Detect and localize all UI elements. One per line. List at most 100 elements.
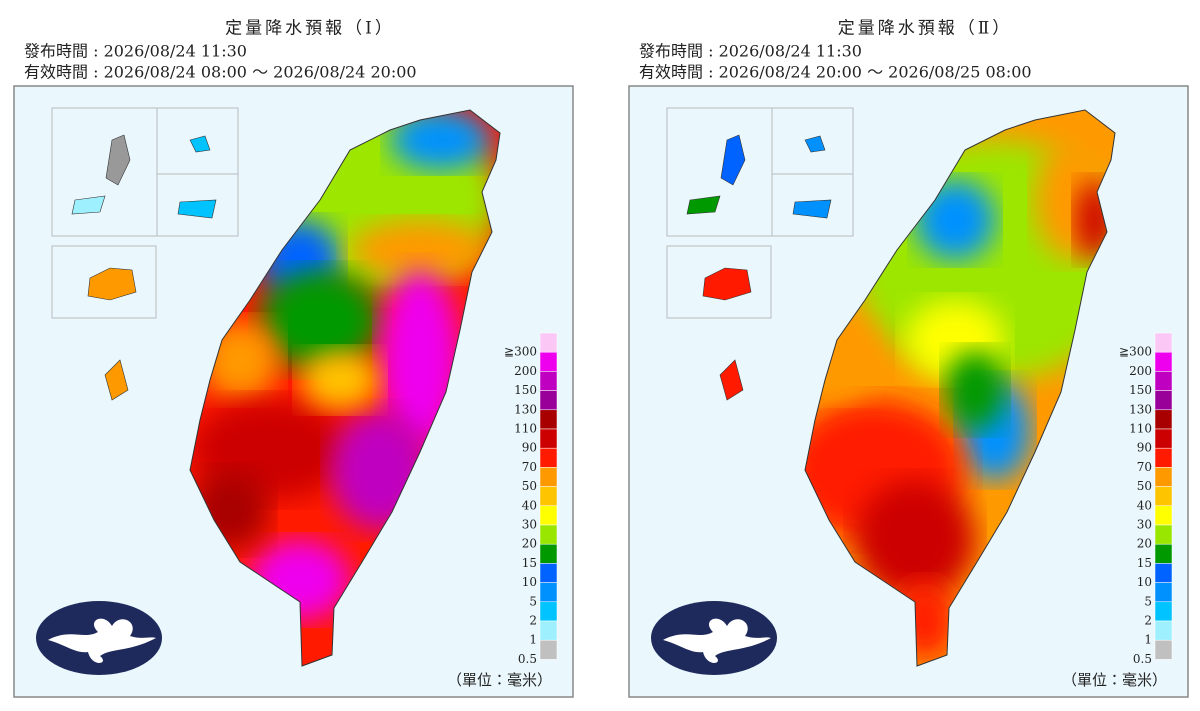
legend-swatch (539, 524, 558, 545)
legend-swatch (1154, 409, 1173, 430)
legend-label: 20 (522, 537, 537, 551)
legend-swatch (539, 371, 558, 391)
island (87, 267, 137, 301)
legend-label: 2 (529, 614, 537, 628)
legend-swatch (539, 620, 558, 641)
island (702, 267, 752, 301)
legend-label: 50 (522, 479, 537, 493)
legend-swatch (1154, 524, 1173, 545)
legend-swatch (1154, 505, 1173, 526)
legend-label: 5 (529, 594, 537, 608)
legend-label: 40 (522, 498, 537, 512)
island (686, 195, 721, 215)
rain-area (300, 350, 380, 410)
panel-title: 定量降水預報（Ⅰ） (225, 19, 395, 39)
legend-swatch (1154, 351, 1173, 372)
legend-swatch (539, 582, 558, 603)
legend-label: 15 (1137, 556, 1152, 570)
legend-swatch (539, 543, 558, 564)
rain-area (855, 480, 975, 600)
island (804, 135, 826, 153)
rain-area (350, 220, 490, 280)
legend-label: 70 (1137, 460, 1152, 474)
island (71, 195, 106, 215)
rain-area (260, 270, 380, 370)
taiwan-outline (189, 109, 501, 667)
legend-swatch (539, 563, 558, 583)
issue-time: 發布時間 : 2026/08/24 11:30 (639, 42, 862, 61)
legend-swatch (539, 601, 558, 622)
panel-title: 定量降水預報（Ⅱ） (838, 19, 1013, 39)
legend-swatch (1154, 620, 1173, 641)
legend-label: 0.5 (1133, 652, 1152, 666)
legend-swatch (1154, 371, 1173, 391)
legend-label: 10 (1137, 575, 1152, 589)
legend-label: ≧300 (504, 345, 537, 359)
map-panel: 定量降水預報（Ⅰ） 發布時間 : 2026/08/24 11:30 有效時間 : 2… (13, 19, 574, 698)
legend-label: 150 (514, 383, 537, 397)
legend-swatch (539, 447, 558, 468)
legend-label: 130 (1129, 402, 1152, 416)
island (189, 135, 211, 153)
valid-time: 有效時間 : 2026/08/24 20:00 ～ 2026/08/25 08:… (639, 63, 1032, 82)
island (792, 199, 832, 219)
legend-swatch (539, 428, 558, 449)
legend-label: 5 (1144, 594, 1152, 608)
legend-swatch (1154, 601, 1173, 622)
legend-label: 110 (514, 422, 537, 436)
rain-area (945, 350, 1005, 430)
inset-box (51, 245, 157, 319)
legend-label: 10 (522, 575, 537, 589)
island (104, 359, 129, 401)
legend-label: 130 (514, 402, 537, 416)
legend-label: 15 (522, 556, 537, 570)
logo-swirl (663, 618, 771, 663)
legend-label: 1 (1144, 633, 1152, 647)
legend-label: 90 (522, 441, 537, 455)
legend-swatch (539, 639, 558, 660)
legend-swatch (1154, 563, 1173, 583)
legend-label: 2 (1144, 614, 1152, 628)
island (720, 134, 746, 186)
legend-swatch (1154, 486, 1173, 507)
map-panel: 定量降水預報（Ⅱ） 發布時間 : 2026/08/24 11:30 有效時間 : 2… (628, 19, 1189, 698)
island (105, 134, 131, 186)
legend-label: 30 (522, 518, 537, 532)
legend-swatch (539, 505, 558, 526)
inset-box (771, 173, 854, 237)
legend-swatch (539, 486, 558, 507)
legend-label: 1 (529, 633, 537, 647)
legend-label: 90 (1137, 441, 1152, 455)
legend-label: 70 (522, 460, 537, 474)
legend-label: 200 (1129, 364, 1152, 378)
inset-box (666, 245, 772, 319)
legend-swatch (1154, 447, 1173, 468)
legend-swatch (1154, 390, 1173, 411)
legend-swatch (539, 409, 558, 430)
valid-time: 有效時間 : 2026/08/24 08:00 ～ 2026/08/24 20:… (24, 63, 417, 82)
rain-area (390, 110, 490, 170)
legend-label: 110 (1129, 422, 1152, 436)
logo-swirl (48, 618, 156, 663)
legend-swatch (1154, 543, 1173, 564)
legend-label: 50 (1137, 479, 1152, 493)
legend-swatch (539, 351, 558, 372)
legend-label: 20 (1137, 537, 1152, 551)
issue-time: 發布時間 : 2026/08/24 11:30 (24, 42, 247, 61)
inset-box (156, 173, 239, 237)
legend-swatch (539, 467, 558, 487)
legend-label: 40 (1137, 498, 1152, 512)
legend-swatch (539, 390, 558, 411)
legend-swatch (1154, 582, 1173, 603)
legend-label: 150 (1129, 383, 1152, 397)
legend-label: 0.5 (518, 652, 537, 666)
unit-label: （單位：毫米） (1062, 671, 1167, 689)
legend-swatch (539, 332, 558, 353)
legend-label: 200 (514, 364, 537, 378)
legend-swatch (1154, 332, 1173, 353)
taiwan-outline (804, 109, 1116, 667)
island (177, 199, 217, 219)
legend-label: ≧300 (1119, 345, 1152, 359)
